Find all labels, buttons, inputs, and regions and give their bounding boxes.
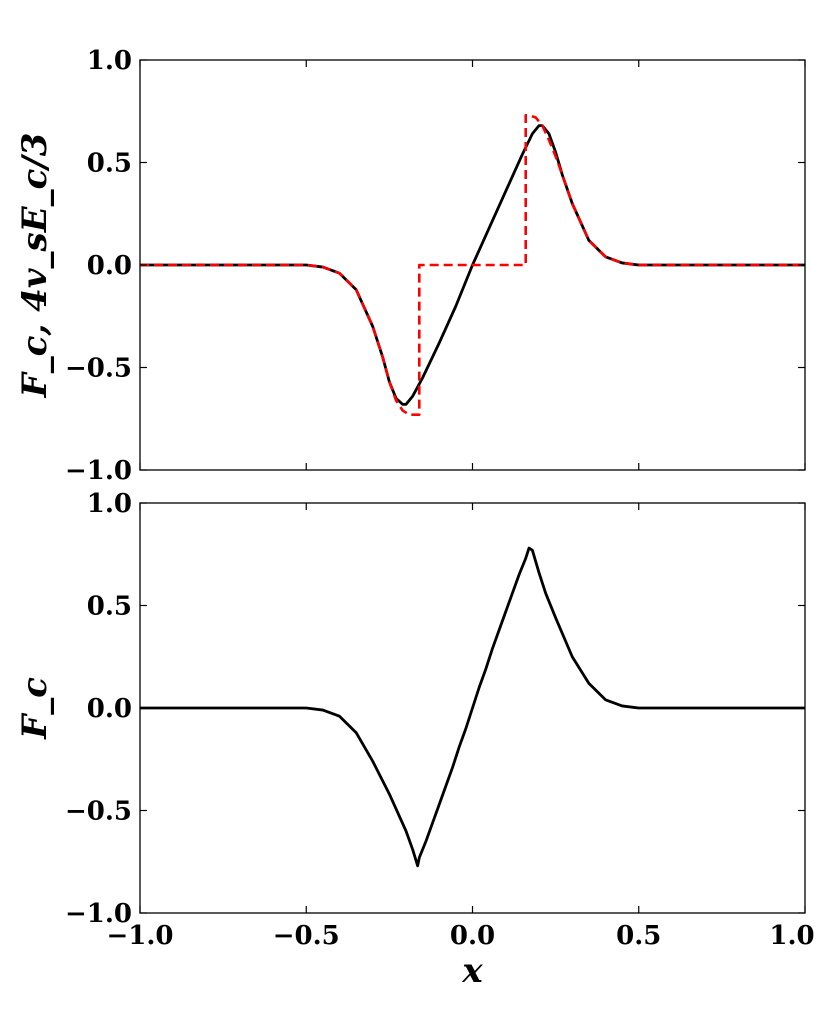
bottom-xtick-labels: −1.0 −0.5 0.0 0.5 1.0 bbox=[106, 921, 814, 951]
bottom-ytick-label: 0.0 bbox=[87, 694, 132, 724]
bottom-xtick-label: −0.5 bbox=[273, 921, 340, 951]
top-curves bbox=[140, 114, 805, 416]
top-ytick-label: −1.0 bbox=[65, 456, 132, 486]
bottom-ytick-labels: −1.0 −0.5 0.0 0.5 1.0 bbox=[65, 489, 132, 929]
top-ytick-label: 1.0 bbox=[87, 46, 132, 76]
bottom-ytick-label: −0.5 bbox=[65, 797, 132, 827]
top-ytick-label: 0.5 bbox=[87, 149, 132, 179]
top-panel: −1.0 −0.5 0.0 0.5 1.0 F_c, 4v_sE_c/3 bbox=[15, 46, 806, 486]
bottom-curves bbox=[140, 546, 805, 868]
top-ytick-label: 0.0 bbox=[87, 251, 132, 281]
bottom-ticks bbox=[139, 502, 806, 914]
bottom-xtick-label: 0.0 bbox=[450, 921, 495, 951]
top-series-dashed-line bbox=[140, 114, 805, 416]
bottom-xtick-label: 0.5 bbox=[616, 921, 661, 951]
bottom-ylabel: F_c bbox=[15, 677, 55, 740]
bottom-ytick-label: −1.0 bbox=[65, 899, 132, 929]
bottom-panel: −1.0 −0.5 0.0 0.5 1.0 −1.0 −0.5 0.0 0.5 … bbox=[15, 489, 815, 991]
top-ylabel: F_c, 4v_sE_c/3 bbox=[15, 133, 55, 399]
bottom-xtick-label: −1.0 bbox=[106, 921, 173, 951]
bottom-series-solid-line bbox=[140, 546, 805, 868]
bottom-ytick-label: 0.5 bbox=[87, 592, 132, 622]
bottom-ytick-label: 1.0 bbox=[87, 489, 132, 519]
top-ytick-labels: −1.0 −0.5 0.0 0.5 1.0 bbox=[65, 46, 132, 486]
top-ticks bbox=[139, 59, 806, 471]
bottom-xlabel: x bbox=[461, 951, 483, 991]
top-ytick-label: −0.5 bbox=[65, 354, 132, 384]
bottom-xtick-label: 1.0 bbox=[769, 921, 814, 951]
